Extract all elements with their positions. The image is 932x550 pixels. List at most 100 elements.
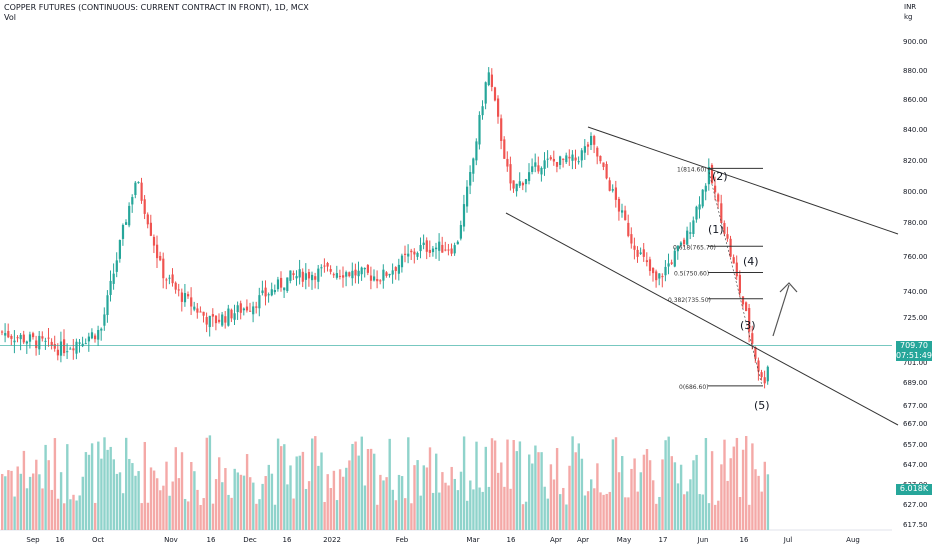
candle-body	[475, 141, 478, 161]
candle-body	[636, 249, 639, 257]
volume-bar	[289, 465, 292, 530]
channel-lower-line	[505, 212, 899, 426]
candle-body	[22, 334, 25, 343]
volume-bar	[307, 481, 311, 530]
volume-bar	[171, 481, 174, 530]
candle-body	[490, 74, 493, 87]
fib-level-label: 0.618(765.70)	[673, 244, 716, 251]
candle-body	[524, 179, 528, 185]
time-tick-label: Sep	[26, 536, 40, 544]
volume-bar	[221, 482, 224, 530]
candle-body	[760, 372, 763, 378]
volume-bar	[698, 494, 701, 530]
candle-body	[360, 267, 363, 275]
candle-body	[617, 198, 621, 212]
volume-bar	[655, 503, 658, 530]
volume-bar	[115, 473, 119, 530]
volume-bar	[326, 474, 329, 530]
candle-body	[717, 194, 720, 202]
volume-bar	[410, 503, 413, 530]
volume-bar	[118, 472, 122, 530]
candle-body	[193, 306, 196, 310]
candle-body	[720, 203, 723, 223]
volume-bar	[469, 480, 472, 530]
volume-bar	[41, 488, 44, 530]
volume-bar	[183, 498, 187, 530]
price-tick-label: 740.00	[903, 288, 928, 296]
volume-bar	[84, 452, 88, 530]
volume-bar	[670, 456, 673, 530]
candle-body	[335, 273, 338, 278]
candle-body	[53, 344, 56, 349]
fib-level-label: 0.382(735.50)	[668, 297, 711, 304]
volume-bar	[218, 457, 221, 530]
volume-bar	[75, 500, 78, 530]
volume-bar	[568, 465, 571, 530]
price-tick-label: 800.00	[903, 188, 928, 196]
volume-bar	[686, 491, 689, 530]
volume-bar	[441, 472, 444, 530]
volume-bar	[63, 503, 66, 530]
candle-body	[183, 293, 187, 303]
candle-body	[152, 236, 156, 246]
candle-body	[230, 309, 233, 319]
candle-body	[280, 277, 283, 288]
volume-bar	[478, 487, 481, 530]
volume-bar	[137, 471, 140, 530]
candle-body	[565, 155, 568, 163]
candle-body	[394, 267, 397, 272]
volume-bar	[714, 504, 717, 530]
candle-body	[156, 244, 159, 259]
candle-body	[258, 295, 261, 309]
candle-body	[137, 182, 140, 184]
candle-body	[766, 366, 769, 382]
volume-bar	[673, 462, 677, 530]
candle-body	[63, 339, 66, 354]
candle-body	[583, 146, 586, 153]
candle-body	[707, 166, 710, 185]
candle-body	[345, 272, 348, 277]
volume-bar	[630, 468, 633, 530]
candle-body	[146, 214, 149, 225]
volume-bar	[32, 473, 35, 530]
candle-body	[462, 204, 466, 227]
volume-bar	[199, 504, 202, 530]
volume-bar	[754, 469, 757, 530]
volume-bar	[276, 438, 280, 530]
volume-bar	[707, 503, 711, 530]
candle-body	[13, 340, 16, 343]
volume-bar	[224, 468, 227, 530]
volume-bar	[255, 503, 258, 530]
candle-body	[255, 306, 258, 308]
volume-bar	[94, 502, 97, 530]
candle-body	[425, 240, 428, 252]
price-tick-label: 780.00	[903, 219, 928, 227]
volume-bar	[314, 436, 317, 530]
volume-bar	[639, 472, 642, 530]
candle-body	[109, 280, 112, 295]
candle-body	[735, 262, 738, 277]
time-tick-label: 16	[507, 536, 516, 544]
candle-body	[379, 280, 382, 282]
volume-bar	[236, 472, 239, 530]
volume-bar	[4, 476, 7, 530]
volume-bar	[732, 446, 735, 530]
volume-bar	[577, 443, 580, 530]
volume-bar	[726, 480, 729, 530]
volume-bar	[252, 482, 255, 530]
candle-body	[438, 241, 441, 251]
candle-body	[128, 205, 131, 226]
price-tick-label: 667.00	[903, 420, 928, 428]
price-tick-label: 701.00	[903, 359, 928, 367]
volume-bar	[580, 458, 584, 530]
candle-body	[174, 282, 177, 290]
volume-bar	[757, 475, 760, 530]
volume-bar	[72, 494, 75, 530]
volume-bar	[53, 438, 57, 530]
candle-body	[38, 335, 41, 350]
volume-bar	[462, 436, 466, 530]
price-tick-label: 627.00	[903, 501, 928, 509]
candle-body	[661, 276, 664, 278]
last-price-badge: 709.70 07:51:49	[896, 341, 932, 361]
